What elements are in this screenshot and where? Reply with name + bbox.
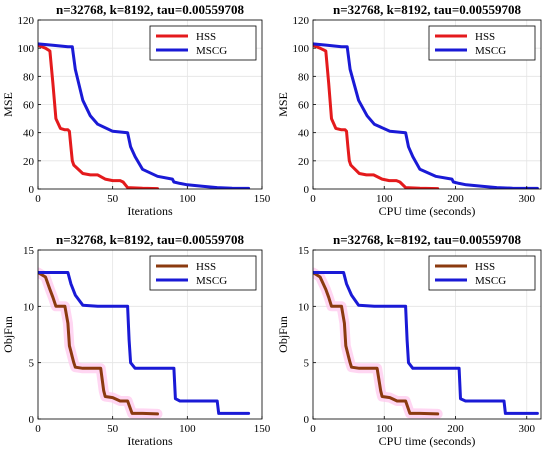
x-tick-label: 50 xyxy=(107,423,119,435)
y-tick-label: 15 xyxy=(298,245,310,257)
panel-mse-iterations: 0 50 100 150 0 20 40 60 80 100 120 n=32768, k=8192,… xyxy=(1,2,271,218)
series-group xyxy=(38,42,251,189)
panel-objfun-iterations: 0 50 100 150 0 5 10 15 n=32768, k=8192, tau=0.00… xyxy=(1,232,271,448)
legend: HSS MSCG xyxy=(428,25,536,61)
y-tick-label: 5 xyxy=(29,358,35,370)
legend: HSS MSCG xyxy=(149,255,257,291)
legend-label-hss: HSS xyxy=(475,31,495,43)
legend-label-mscg: MSCG xyxy=(475,275,506,287)
x-tick-label: 100 xyxy=(179,423,196,435)
y-axis-label: ObjFun xyxy=(276,316,290,353)
legend-box xyxy=(149,255,257,291)
y-tick-label: 60 xyxy=(23,100,35,112)
x-tick-label: 0 xyxy=(310,423,316,435)
legend-box xyxy=(428,255,536,291)
y-axis-label: MSE xyxy=(276,92,290,117)
y-tick-label: 100 xyxy=(18,43,35,55)
y-tick-label: 0 xyxy=(304,414,310,426)
series-line-mscg xyxy=(38,271,251,415)
x-tick-label: 0 xyxy=(310,193,316,205)
x-axis-label: Iterations xyxy=(127,204,173,218)
x-tick-label: 150 xyxy=(254,193,271,205)
x-tick-label: 300 xyxy=(519,423,536,435)
chart-title: n=32768, k=8192, tau=0.00559708 xyxy=(333,232,521,247)
x-tick-label: 100 xyxy=(376,423,393,435)
legend-label-hss: HSS xyxy=(196,261,216,273)
y-tick-label: 0 xyxy=(304,184,310,196)
x-tick-label: 150 xyxy=(254,423,271,435)
legend: HSS MSCG xyxy=(428,255,536,291)
series-line-mscg xyxy=(313,271,539,415)
x-tick-label: 200 xyxy=(447,423,464,435)
series-line-hss xyxy=(313,271,440,416)
y-tick-label: 120 xyxy=(293,15,310,27)
y-axis-label: MSE xyxy=(1,92,15,117)
y-tick-label: 5 xyxy=(304,358,310,370)
x-tick-label: 0 xyxy=(35,423,41,435)
x-tick-label: 300 xyxy=(519,193,536,205)
y-tick-label: 15 xyxy=(23,245,35,257)
y-tick-label: 20 xyxy=(298,156,310,168)
y-tick-label: 40 xyxy=(298,128,310,140)
axes-frame xyxy=(37,249,263,420)
x-axis-label: Iterations xyxy=(127,434,173,448)
y-tick-label: 120 xyxy=(18,15,35,27)
series-group xyxy=(313,42,539,189)
series-line-mscg xyxy=(313,42,539,189)
axes-frame xyxy=(312,249,542,420)
x-tick-label: 0 xyxy=(35,193,41,205)
series-line-mscg xyxy=(38,42,251,189)
series-group xyxy=(38,267,251,419)
y-tick-label: 10 xyxy=(298,301,310,313)
y-axis-label: ObjFun xyxy=(1,316,15,353)
legend-label-mscg: MSCG xyxy=(196,275,227,287)
x-tick-label: 200 xyxy=(447,193,464,205)
chart-title: n=32768, k=8192, tau=0.00559708 xyxy=(56,232,244,247)
y-tick-label: 80 xyxy=(298,71,310,83)
legend-label-hss: HSS xyxy=(196,31,216,43)
legend-label-mscg: MSCG xyxy=(196,45,227,57)
y-tick-label: 80 xyxy=(23,71,35,83)
y-tick-label: 0 xyxy=(29,414,35,426)
x-axis-label: CPU time (seconds) xyxy=(379,434,476,448)
legend: HSS MSCG xyxy=(149,25,257,61)
y-tick-label: 10 xyxy=(23,301,35,313)
y-tick-label: 60 xyxy=(298,100,310,112)
panel-mse-cpu-time: 0 100 200 300 0 20 40 60 80 100 120 n=32768, k=8192… xyxy=(276,2,542,218)
x-tick-label: 100 xyxy=(179,193,196,205)
panel-objfun-cpu-time: 0 100 200 300 0 5 10 15 n=32768, k=8192, tau=0.0… xyxy=(276,232,542,448)
legend-box xyxy=(149,25,257,61)
series-group xyxy=(313,267,539,419)
y-tick-label: 100 xyxy=(293,43,310,55)
y-tick-label: 20 xyxy=(23,156,35,168)
chart-title: n=32768, k=8192, tau=0.00559708 xyxy=(56,2,244,17)
legend-label-mscg: MSCG xyxy=(475,45,506,57)
legend-label-hss: HSS xyxy=(475,261,495,273)
series-line-hss xyxy=(38,43,159,189)
series-line-hss xyxy=(313,43,440,189)
series-line-hss xyxy=(38,271,159,416)
y-tick-label: 0 xyxy=(29,184,35,196)
legend-box xyxy=(428,25,536,61)
x-tick-label: 50 xyxy=(107,193,119,205)
y-tick-label: 40 xyxy=(23,128,35,140)
x-axis-label: CPU time (seconds) xyxy=(379,204,476,218)
x-tick-label: 100 xyxy=(376,193,393,205)
chart-title: n=32768, k=8192, tau=0.00559708 xyxy=(333,2,521,17)
